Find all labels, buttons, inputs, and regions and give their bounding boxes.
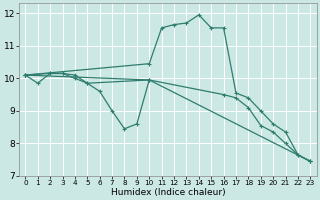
X-axis label: Humidex (Indice chaleur): Humidex (Indice chaleur) [110, 188, 225, 197]
